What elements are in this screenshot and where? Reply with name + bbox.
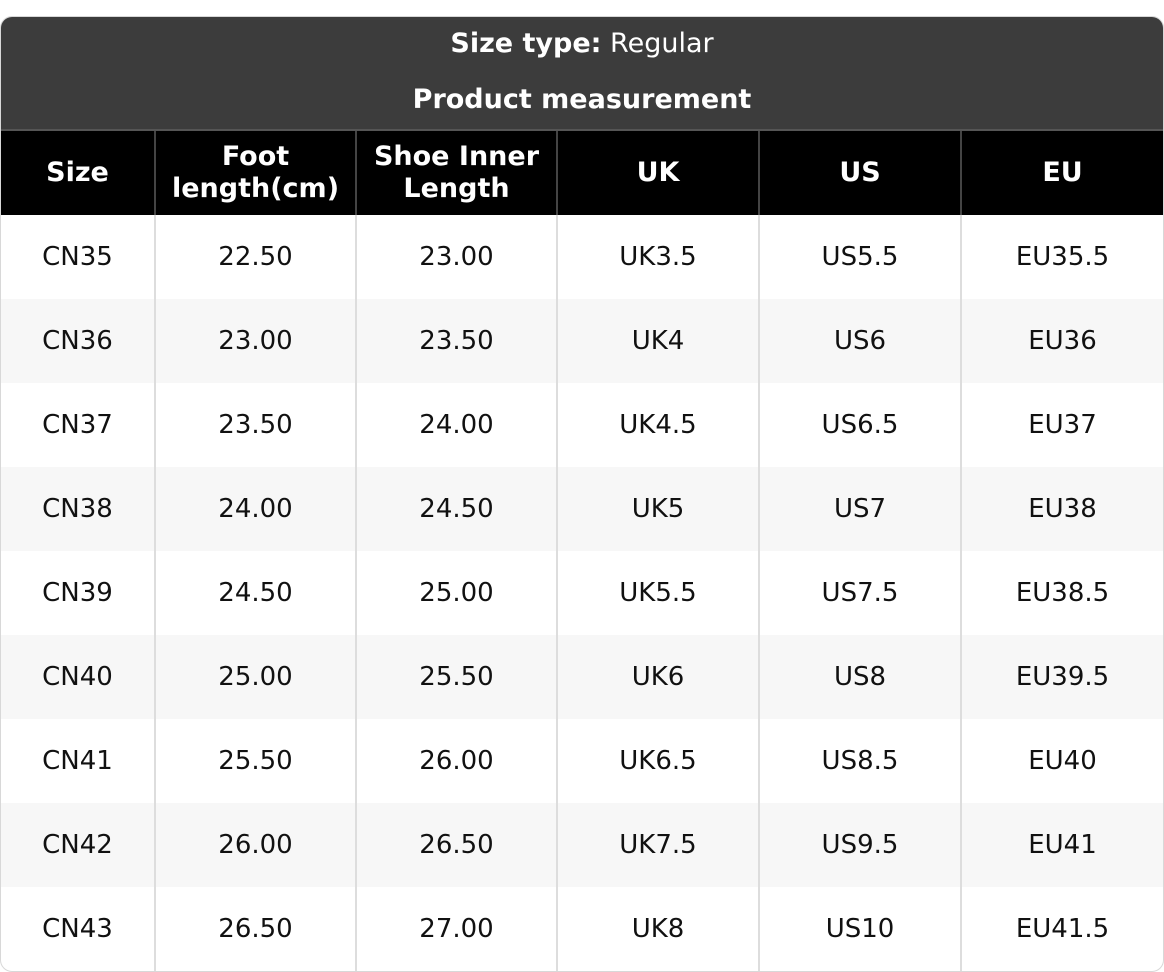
table-cell: 23.50 [154,383,356,467]
table-cell: 26.00 [355,719,557,803]
table-cell: UK3.5 [556,215,759,299]
table-cell: 23.00 [355,215,557,299]
table-cell: EU38.5 [960,551,1163,635]
table-cell: EU38 [960,467,1163,551]
table-cell: 24.00 [154,467,356,551]
table-cell: US9.5 [758,803,961,887]
table-cell: US8.5 [758,719,961,803]
table-cell: CN36 [1,299,155,383]
table-cell: EU40 [960,719,1163,803]
size-table: Size Foot length(cm) Shoe Inner Length UK US… [1,129,1163,971]
table-row: CN41 25.50 26.00 UK6.5 US8.5 EU40 [1,719,1163,803]
table-row: CN42 26.00 26.50 UK7.5 US9.5 EU41 [1,803,1163,887]
table-cell: CN40 [1,635,155,719]
table-cell: CN35 [42,242,113,272]
table-cell: EU37 [960,383,1163,467]
column-header: US [758,129,961,215]
table-cell: 24.50 [154,551,356,635]
table-cell: US6 [758,299,961,383]
table-cell: EU35.5 [960,215,1163,299]
header: Size type: Regular Product measurement [1,17,1163,129]
table-row: CN35 22.50 23.00 UK3.5 US5.5 EU35.5 [1,215,1163,299]
table-cell: 23.50 [355,299,557,383]
table-cell: US7 [758,467,961,551]
table-cell: UK5 [556,467,759,551]
table-cell: CN42 [1,803,155,887]
table-cell: CN39 [42,578,113,608]
column-header: Size [1,129,155,215]
table-row: CN39 24.50 25.00 UK5.5 US7.5 EU38.5 [1,551,1163,635]
table-body: CN35 22.50 23.00 UK3.5 US5.5 EU35.5 CN36 23.00 2… [1,215,1163,971]
table-cell: UK8 [556,887,759,971]
size-chart: Size type: Regular Product measurement S… [0,16,1164,972]
size-type: Size type: Regular [1,27,1163,61]
table-cell: UK5.5 [556,551,759,635]
table-cell: 22.50 [154,215,356,299]
table-cell: UK4.5 [556,383,759,467]
table-cell: 25.00 [154,635,356,719]
table-cell: EU39.5 [960,635,1163,719]
table-cell: UK4 [556,299,759,383]
table-cell: CN43 [42,914,113,944]
table-cell: 26.00 [154,803,356,887]
table-row: CN40 25.00 25.50 UK6 US8 EU39.5 [1,635,1163,719]
column-header: Shoe Inner Length [355,129,557,215]
table-cell: 25.50 [154,719,356,803]
table-cell: 23.00 [154,299,356,383]
table-cell: 24.00 [355,383,557,467]
table-cell: EU41 [960,803,1163,887]
table-row: CN37 23.50 24.00 UK4.5 US6.5 EU37 [1,383,1163,467]
table-row: CN36 23.00 23.50 UK4 US6 EU36 [1,299,1163,383]
table-row: CN43 26.50 27.00 UK8 US10 EU41.5 [1,887,1163,971]
table-cell: US8 [758,635,961,719]
table-row: CN38 24.00 24.50 UK5 US7 EU38 [1,467,1163,551]
column-header: Foot length(cm) [154,129,356,215]
column-header: EU [960,129,1163,215]
table-cell: CN37 [42,410,113,440]
table-cell: US6.5 [758,383,961,467]
table-cell: US5.5 [758,215,961,299]
table-cell: EU41.5 [960,887,1163,971]
table-cell: EU36 [960,299,1163,383]
table-cell: 26.50 [154,887,356,971]
size-type-value: Regular [610,28,714,59]
table-cell: US7.5 [758,551,961,635]
table-cell: 27.00 [355,887,557,971]
header-row: Size Foot length(cm) Shoe Inner Length UK US… [1,129,1163,215]
table-cell: 24.50 [355,467,557,551]
table-cell: US10 [758,887,961,971]
column-header: UK [556,129,759,215]
table-cell: CN38 [1,467,155,551]
subtitle: Product measurement [412,84,752,115]
size-type-label: Size type: [450,28,602,59]
table-cell: 25.50 [355,635,557,719]
table-cell: UK6.5 [556,719,759,803]
table-cell: 26.50 [355,803,557,887]
table-cell: UK7.5 [556,803,759,887]
table-cell: UK6 [556,635,759,719]
table-cell: CN41 [42,746,113,776]
table-cell: 25.00 [355,551,557,635]
